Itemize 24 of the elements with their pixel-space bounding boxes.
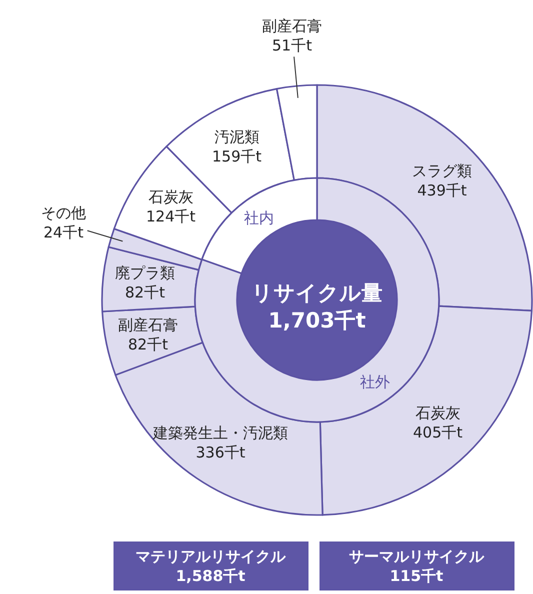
text: マテリアルリサイクル 1,588千t	[136, 547, 286, 585]
text: サーマルリサイクル 115千t	[349, 547, 485, 585]
slice-label: 建築発生土・汚泥類	[152, 424, 288, 442]
slice-label: 廃プラ類	[115, 264, 175, 282]
slice-label: 副産石膏	[262, 17, 322, 35]
data-label: 159千t	[212, 148, 262, 166]
data-label: 24千t	[44, 224, 84, 242]
data-label: 439千t	[417, 182, 467, 200]
slice-label: 社内	[244, 209, 274, 227]
data-label: 51千t	[272, 36, 312, 54]
slice-label: 副産石膏	[118, 316, 178, 334]
data-label: 82千t	[128, 336, 168, 354]
data-label: 405千t	[413, 424, 463, 442]
slice-label: 石炭灰	[148, 188, 194, 206]
text: リサイクル量	[252, 281, 382, 305]
data-label: 124千t	[146, 208, 196, 226]
slice-label: スラグ類	[412, 162, 472, 180]
slice-label: 社外	[360, 373, 390, 391]
text: 1,703千t	[268, 308, 366, 332]
slice-label: 石炭灰	[415, 404, 460, 422]
data-label: 82千t	[125, 284, 166, 302]
slice-label: 汚泥類	[214, 128, 260, 146]
data-label: 336千t	[196, 444, 246, 462]
slice-label: その他	[41, 204, 86, 222]
